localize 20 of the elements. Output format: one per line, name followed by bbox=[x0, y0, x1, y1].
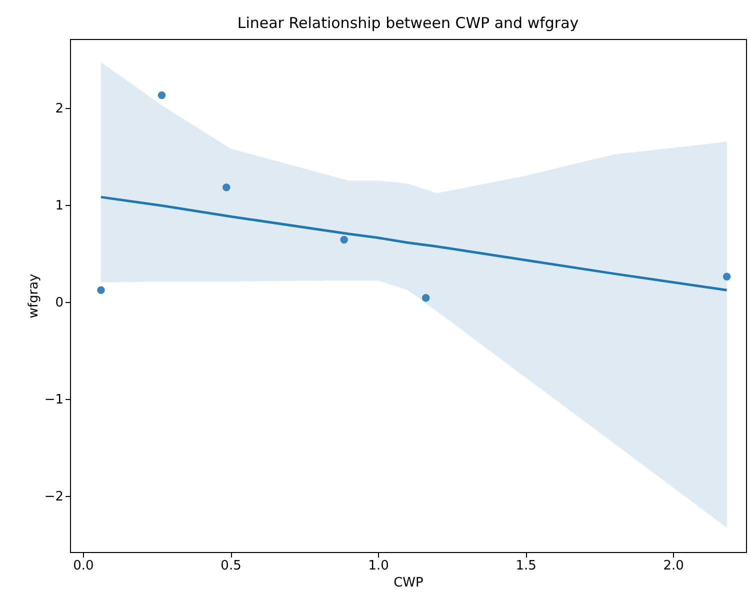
y-tick-label: 2 bbox=[55, 101, 64, 116]
y-axis-title: wfgray bbox=[26, 273, 42, 318]
point bbox=[340, 236, 348, 244]
x-tick-label: 1.0 bbox=[368, 558, 389, 574]
line-series bbox=[100, 196, 728, 292]
chart-title: Linear Relationship between CWP and wfgray bbox=[237, 14, 579, 32]
y-tick-label: −1 bbox=[44, 392, 64, 408]
x-tick-label: 2.0 bbox=[663, 558, 684, 574]
point bbox=[158, 91, 166, 100]
point bbox=[222, 184, 230, 192]
y-tick-label: 0 bbox=[55, 295, 64, 310]
x-tick-label: 0.5 bbox=[220, 558, 242, 574]
x-axis-title: CWP bbox=[394, 576, 424, 590]
x-tick-label: 0.0 bbox=[73, 558, 94, 574]
y-tick-label: −2 bbox=[44, 489, 64, 504]
point bbox=[422, 294, 430, 302]
point bbox=[97, 286, 105, 294]
x-tick-label: 1.5 bbox=[516, 558, 536, 574]
y-tick-label: 1 bbox=[55, 198, 64, 214]
point bbox=[722, 272, 731, 280]
